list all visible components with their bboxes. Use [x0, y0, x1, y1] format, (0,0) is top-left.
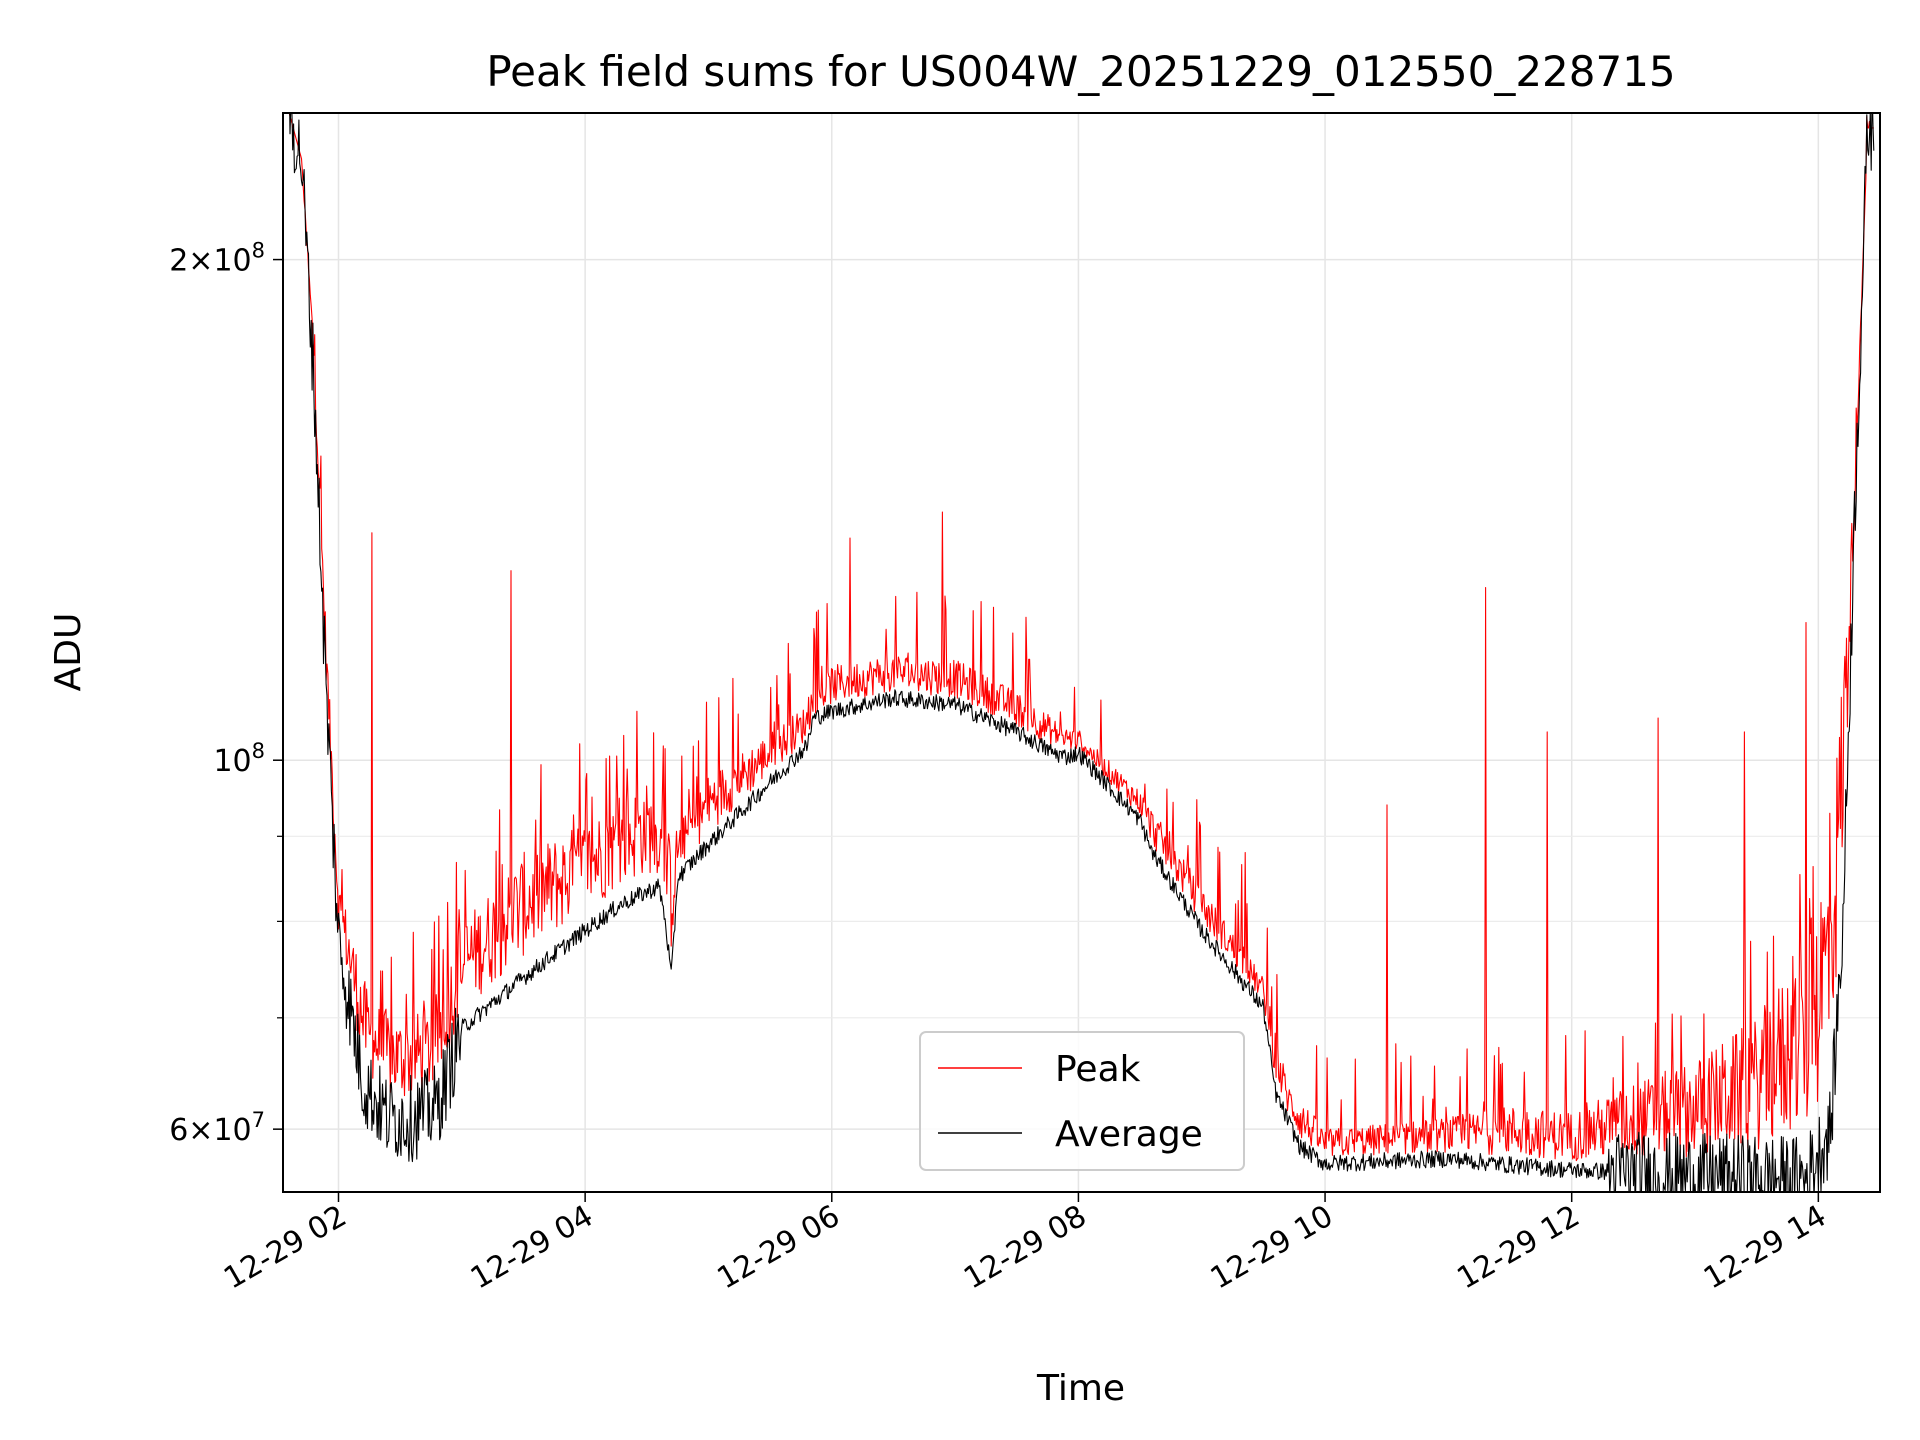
legend-peak-label: Peak	[1055, 1049, 1141, 1090]
y-tick-base: 10	[213, 244, 251, 279]
y-tick-exponent: 8	[252, 239, 265, 263]
plot-area	[288, 113, 1875, 1192]
y-tick-label: 2×108	[169, 239, 265, 279]
y-tick-exponent: 7	[252, 1108, 265, 1132]
y-axis-label: ADU	[48, 613, 89, 692]
y-tick-base: 10	[213, 1113, 251, 1148]
y-tick-mantissa: 6	[169, 1113, 188, 1148]
chart-title: Peak field sums for US004W_20251229_0125…	[486, 47, 1675, 96]
legend: Peak Average	[919, 1031, 1245, 1171]
plot-frame	[282, 112, 1881, 1193]
y-tick-label: 108	[213, 739, 265, 779]
legend-average-label: Average	[1055, 1114, 1203, 1155]
peak-series-line	[288, 113, 1874, 1162]
legend-box	[919, 1031, 1245, 1171]
average-series-line	[289, 113, 1875, 1192]
y-tick-label: 6×107	[169, 1108, 265, 1148]
y-tick-mantissa: 2	[169, 244, 188, 279]
y-tick-base: 10	[213, 744, 251, 779]
x-axis-label: Time	[1036, 1368, 1125, 1409]
series-layer	[288, 113, 1875, 1192]
y-tick-exponent: 8	[252, 739, 265, 763]
